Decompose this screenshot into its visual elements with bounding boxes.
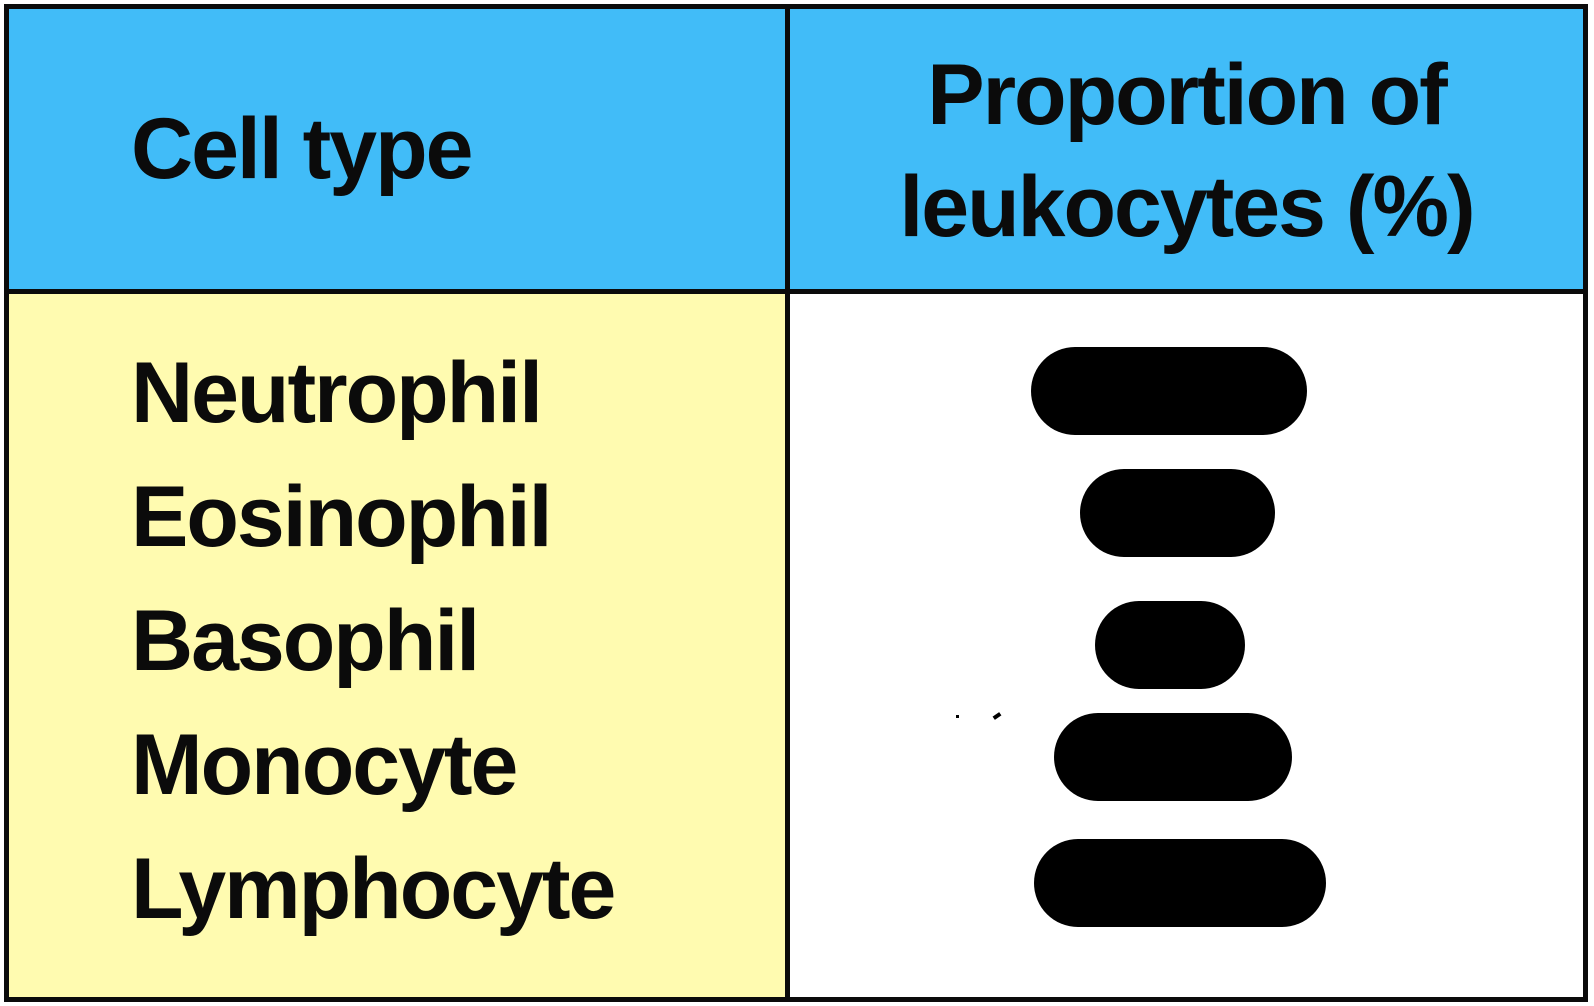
redacted-value-eosinophil	[1080, 469, 1275, 557]
cell-type-eosinophil: Eosinophil	[131, 469, 553, 565]
header-proportion: Proportion of leukocytes (%)	[790, 9, 1583, 294]
cell-type-column: Neutrophil Eosinophil Basophil Monocyte …	[9, 294, 790, 997]
stray-mark	[956, 715, 959, 718]
header-proportion-label: Proportion of leukocytes (%)	[899, 35, 1475, 263]
cell-type-basophil: Basophil	[131, 593, 480, 689]
cell-type-neutrophil: Neutrophil	[131, 345, 543, 441]
stray-mark	[992, 712, 1002, 720]
header-cell-type-label: Cell type	[131, 100, 473, 197]
redacted-value-monocyte	[1054, 713, 1292, 801]
redacted-value-basophil	[1095, 601, 1245, 689]
cell-type-monocyte: Monocyte	[131, 717, 518, 813]
redacted-value-lymphocyte	[1034, 839, 1326, 927]
redacted-value-neutrophil	[1031, 347, 1307, 435]
leukocyte-table: Cell type Proportion of leukocytes (%) N…	[4, 4, 1588, 1002]
header-proportion-line2: leukocytes (%)	[899, 159, 1475, 255]
header-proportion-line1: Proportion of	[927, 47, 1448, 143]
cell-type-lymphocyte: Lymphocyte	[131, 841, 616, 937]
header-cell-type: Cell type	[9, 9, 790, 294]
proportion-column	[790, 294, 1583, 997]
